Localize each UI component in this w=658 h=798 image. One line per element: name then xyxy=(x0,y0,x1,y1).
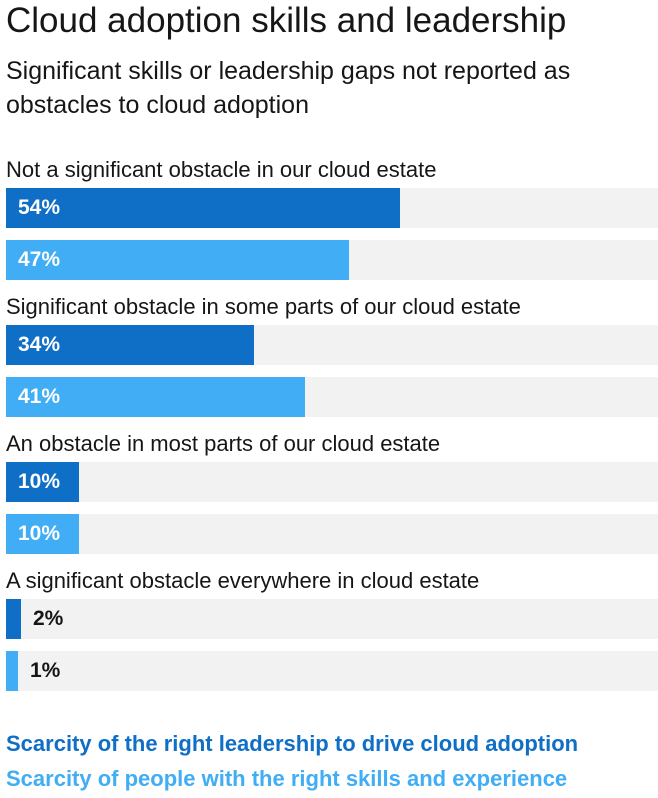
bar-skills xyxy=(6,651,18,691)
bar-value-label: 34% xyxy=(18,333,61,356)
bar-track: 10% xyxy=(6,462,658,502)
chart-subtitle: Significant skills or leadership gaps no… xyxy=(6,57,571,119)
category-label: A significant obstacle everywhere in clo… xyxy=(6,568,480,593)
bar-leadership xyxy=(6,462,79,502)
legend-item-leadership: Scarcity of the right leadership to driv… xyxy=(6,731,579,756)
category-label: Not a significant obstacle in our cloud … xyxy=(6,157,437,182)
bar-track: 41% xyxy=(6,377,658,417)
bar-track: 47% xyxy=(6,240,658,280)
bar-leadership xyxy=(6,599,21,639)
bar-value-label: 10% xyxy=(18,522,61,545)
bar-skills xyxy=(6,240,349,280)
bar-leadership xyxy=(6,325,254,365)
bar-track: 1% xyxy=(6,651,658,691)
bar-track: 10% xyxy=(6,514,658,554)
bar-value-label: 54% xyxy=(18,196,61,219)
bar-track: 34% xyxy=(6,325,658,365)
bar-track: 54% xyxy=(6,188,658,228)
bar-skills xyxy=(6,377,305,417)
bar-value-label: 10% xyxy=(18,470,61,493)
bar-track: 2% xyxy=(6,599,658,639)
category-label: Significant obstacle in some parts of ou… xyxy=(6,294,521,319)
legend-item-skills: Scarcity of people with the right skills… xyxy=(6,766,568,791)
chart-title: Cloud adoption skills and leadership xyxy=(6,1,567,40)
bar-value-label: 41% xyxy=(18,385,61,408)
bar-value-label: 1% xyxy=(30,659,61,682)
bar-value-label: 2% xyxy=(33,607,64,630)
bar-leadership xyxy=(6,188,400,228)
bar-value-label: 47% xyxy=(18,248,61,271)
category-label: An obstacle in most parts of our cloud e… xyxy=(6,431,441,456)
bar-skills xyxy=(6,514,79,554)
